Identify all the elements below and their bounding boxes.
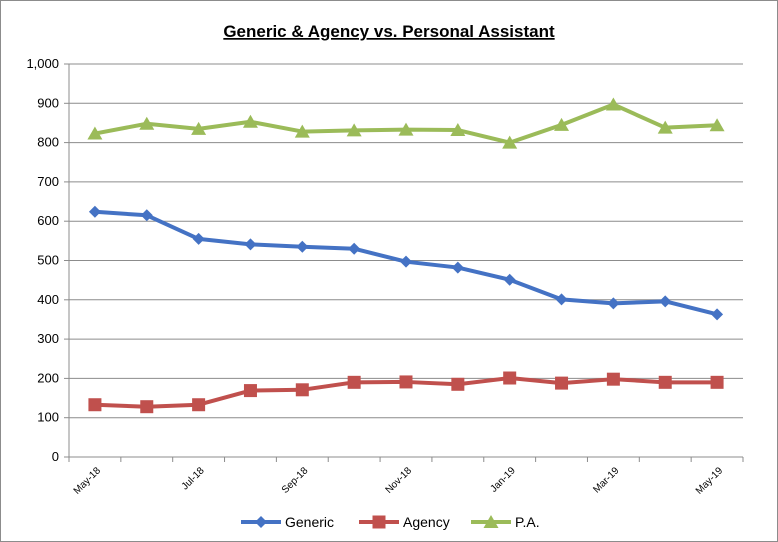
data-point-generic — [140, 209, 153, 222]
data-point-agency — [192, 398, 206, 412]
data-point-generic — [88, 205, 101, 218]
y-tick-label: 1,000 — [26, 56, 59, 71]
y-tick-label: 500 — [37, 253, 59, 268]
data-point-p-a — [709, 118, 725, 132]
y-axis-ticks: 0 100 200 300 400 500 600 700 800 900 1,000 — [26, 56, 59, 464]
data-point-generic — [555, 293, 568, 306]
data-point-agency — [243, 384, 257, 398]
axes — [64, 63, 744, 462]
data-point-agency — [88, 398, 102, 412]
data-point-p-a — [87, 126, 103, 140]
legend-marker-agency — [372, 515, 386, 529]
legend-item-p-a: P.A. — [471, 514, 540, 530]
y-tick-label: 800 — [37, 135, 59, 150]
y-tick-label: 200 — [37, 370, 59, 385]
legend-item-generic: Generic — [241, 514, 334, 530]
legend-item-agency: Agency — [359, 514, 450, 530]
data-point-p-a — [191, 121, 207, 135]
legend-marker-generic — [255, 516, 267, 528]
data-point-p-a — [242, 114, 258, 128]
chart-title: Generic & Agency vs. Personal Assistant — [223, 22, 555, 41]
legend-label-agency: Agency — [403, 514, 450, 530]
y-tick-label: 300 — [37, 331, 59, 346]
legend: Generic Agency P.A. — [241, 514, 540, 530]
data-point-generic — [607, 297, 620, 310]
data-point-p-a — [450, 123, 466, 137]
data-point-agency — [295, 383, 309, 397]
data-point-generic — [659, 295, 672, 308]
y-tick-label: 100 — [37, 410, 59, 425]
series-agency — [88, 371, 724, 414]
data-point-p-a — [554, 117, 570, 131]
x-axis-ticks: May-18 Jul-18 Sep-18 Nov-18 Jan-19 Mar-19 May-… — [72, 465, 726, 497]
data-point-agency — [710, 375, 724, 389]
data-point-p-a — [346, 123, 362, 137]
data-point-generic — [451, 261, 464, 274]
data-point-agency — [606, 372, 620, 386]
x-tick-label: Sep-18 — [280, 465, 311, 496]
data-point-agency — [503, 371, 517, 385]
data-point-agency — [451, 377, 465, 391]
data-point-agency — [140, 400, 154, 414]
legend-marker-p-a — [483, 515, 499, 528]
data-point-agency — [658, 375, 672, 389]
y-tick-label: 900 — [37, 95, 59, 110]
x-tick-label: May-19 — [694, 465, 726, 497]
data-point-p-a — [398, 122, 414, 136]
y-tick-label: 600 — [37, 213, 59, 228]
x-tick-label: May-18 — [72, 465, 104, 497]
data-point-p-a — [294, 124, 310, 138]
y-tick-label: 0 — [52, 449, 59, 464]
data-point-agency — [399, 375, 413, 389]
legend-label-generic: Generic — [285, 514, 334, 530]
data-point-generic — [348, 242, 361, 255]
data-point-generic — [192, 232, 205, 245]
data-point-p-a — [657, 120, 673, 134]
series-generic — [88, 205, 724, 321]
x-tick-label: Mar-19 — [591, 465, 621, 495]
data-point-generic — [400, 255, 412, 268]
x-tick-label: Nov-18 — [384, 465, 415, 496]
data-point-p-a — [502, 135, 518, 149]
y-tick-label: 700 — [37, 174, 59, 189]
data-point-generic — [244, 238, 257, 251]
data-point-agency — [347, 375, 361, 389]
x-tick-label: Jul-18 — [180, 465, 207, 492]
data-point-p-a — [139, 116, 155, 130]
legend-label-p-a: P.A. — [515, 514, 540, 530]
data-point-generic — [296, 240, 309, 253]
series-p-a — [87, 97, 725, 149]
data-point-agency — [555, 376, 569, 390]
x-tick-label: Jan-19 — [488, 465, 518, 495]
series-group — [87, 97, 725, 414]
y-tick-label: 400 — [37, 292, 59, 307]
data-point-generic — [711, 308, 724, 321]
data-point-generic — [503, 273, 516, 286]
data-point-p-a — [605, 97, 621, 111]
